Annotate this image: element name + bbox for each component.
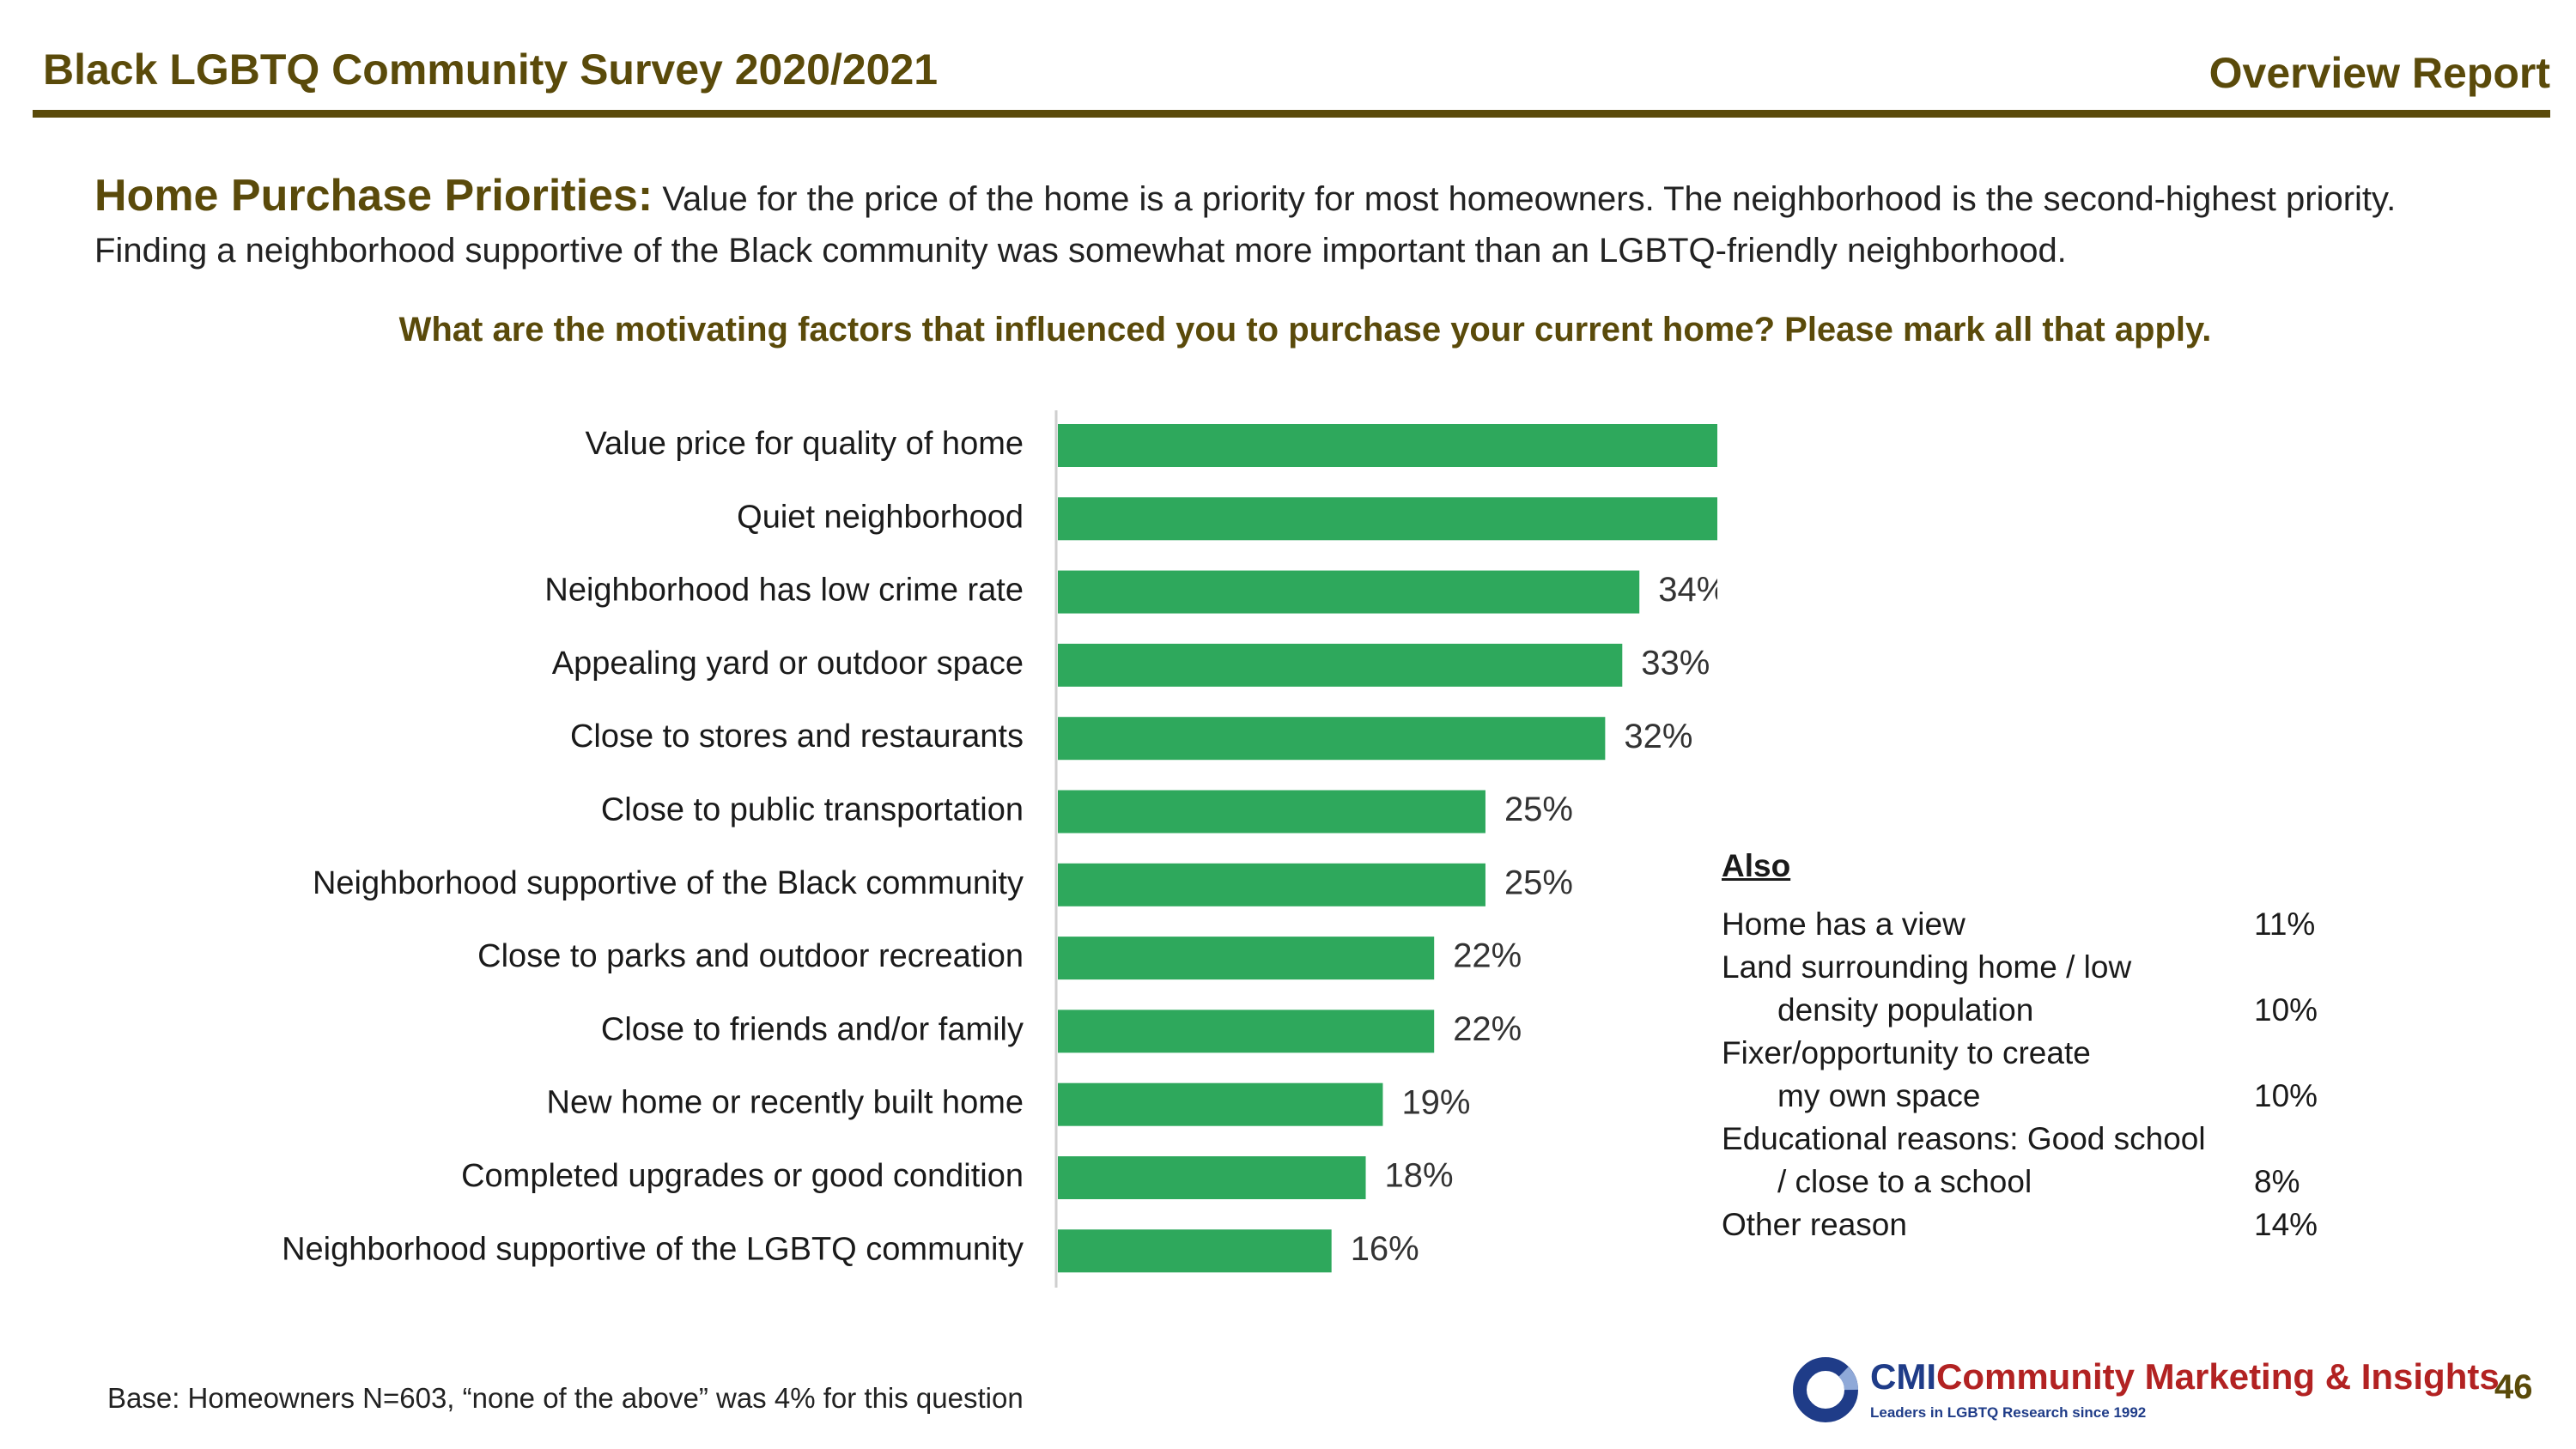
data-label: 22%: [1453, 937, 1522, 975]
bar: [1058, 643, 1623, 687]
bar: [1058, 424, 1717, 467]
category-label: New home or recently built home: [547, 1085, 1024, 1121]
also-item-label: Other reason: [1722, 1207, 1907, 1242]
data-label: 18%: [1385, 1157, 1454, 1195]
data-label: 32%: [1624, 718, 1692, 755]
bar: [1058, 570, 1640, 614]
also-item-value: 10%: [2254, 1078, 2318, 1113]
logo-name: Community Marketing & Insights: [1936, 1356, 2500, 1397]
also-item: Educational reasons: Good school / close …: [1722, 1118, 2323, 1203]
base-note: Base: Homeowners N=603, “none of the abo…: [107, 1382, 1024, 1414]
intro-heading: Home Purchase Priorities:: [94, 171, 653, 221]
also-item: Land surrounding home / low density popul…: [1722, 946, 2323, 1032]
also-item: Other reason 14%: [1722, 1203, 2323, 1246]
logo-tagline: Leaders in LGBTQ Research since 1992: [1870, 1404, 2147, 1421]
intro-text: Value for the price of the home is a pri…: [94, 180, 2397, 270]
cmi-logo: CMICommunity Marketing & Insights Leader…: [1790, 1355, 2500, 1432]
bar: [1058, 1156, 1366, 1199]
logo-ring-icon: [1793, 1357, 1858, 1422]
data-label: 25%: [1504, 864, 1573, 901]
also-item-value: 14%: [2254, 1207, 2318, 1242]
category-label: Completed upgrades or good condition: [461, 1158, 1024, 1194]
bar: [1058, 790, 1485, 834]
category-label: Neighborhood supportive of the Black com…: [313, 865, 1024, 901]
also-item-label: Land surrounding home / low density popul…: [1722, 949, 2132, 1028]
bar: [1058, 1009, 1435, 1053]
category-label: Value price for quality of home: [586, 426, 1024, 462]
bar: [1058, 717, 1606, 761]
also-list: Home has a view 11% Land surrounding home …: [1722, 903, 2323, 1246]
also-item: Fixer/opportunity to create my own space 1…: [1722, 1032, 2323, 1118]
bar: [1058, 937, 1435, 980]
category-label: Close to parks and outdoor recreation: [477, 938, 1024, 974]
data-label: 16%: [1351, 1230, 1419, 1268]
data-label: 33%: [1641, 644, 1710, 682]
also-panel: Also Home has a view 11% Land surrounding …: [1722, 848, 2323, 1246]
also-item: Home has a view 11%: [1722, 903, 2323, 946]
bar: [1058, 1082, 1383, 1126]
data-label: 34%: [1658, 571, 1717, 609]
bar-chart: Value price for quality of home61%Quiet …: [282, 410, 1717, 1288]
also-item-value: 10%: [2254, 992, 2318, 1028]
also-item-value: 8%: [2254, 1164, 2300, 1199]
logo-wordmark: CMICommunity Marketing & Insights: [1870, 1356, 2500, 1397]
also-item-label: Educational reasons: Good school / close …: [1722, 1121, 2206, 1199]
category-label: Appealing yard or outdoor space: [552, 646, 1024, 682]
header-divider: [33, 110, 2550, 118]
data-label: 19%: [1401, 1083, 1470, 1121]
category-label: Neighborhood has low crime rate: [544, 573, 1024, 609]
report-title: Overview Report: [2208, 49, 2550, 97]
logo-cmi: CMI: [1870, 1356, 1936, 1397]
page-number: 46: [2494, 1368, 2533, 1406]
category-label: Close to stores and restaurants: [570, 718, 1024, 755]
data-label: 25%: [1504, 791, 1573, 828]
category-label: Close to public transportation: [601, 792, 1024, 828]
also-item-label: Fixer/opportunity to create my own space: [1722, 1035, 2091, 1113]
bar: [1058, 1229, 1332, 1273]
category-label: Close to friends and/or family: [601, 1011, 1024, 1047]
survey-question: What are the motivating factors that inf…: [398, 311, 2212, 349]
intro-paragraph: Home Purchase Priorities: Value for the …: [94, 170, 2516, 276]
data-label: 22%: [1453, 1010, 1522, 1048]
category-label: Neighborhood supportive of the LGBTQ com…: [282, 1231, 1024, 1267]
also-item-label: Home has a view: [1722, 906, 1965, 942]
bar: [1058, 863, 1485, 906]
survey-title: Black LGBTQ Community Survey 2020/2021: [43, 45, 939, 94]
also-title: Also: [1722, 848, 1791, 883]
also-item-value: 11%: [2254, 906, 2316, 942]
category-label: Quiet neighborhood: [737, 499, 1024, 535]
bar: [1058, 497, 1717, 541]
